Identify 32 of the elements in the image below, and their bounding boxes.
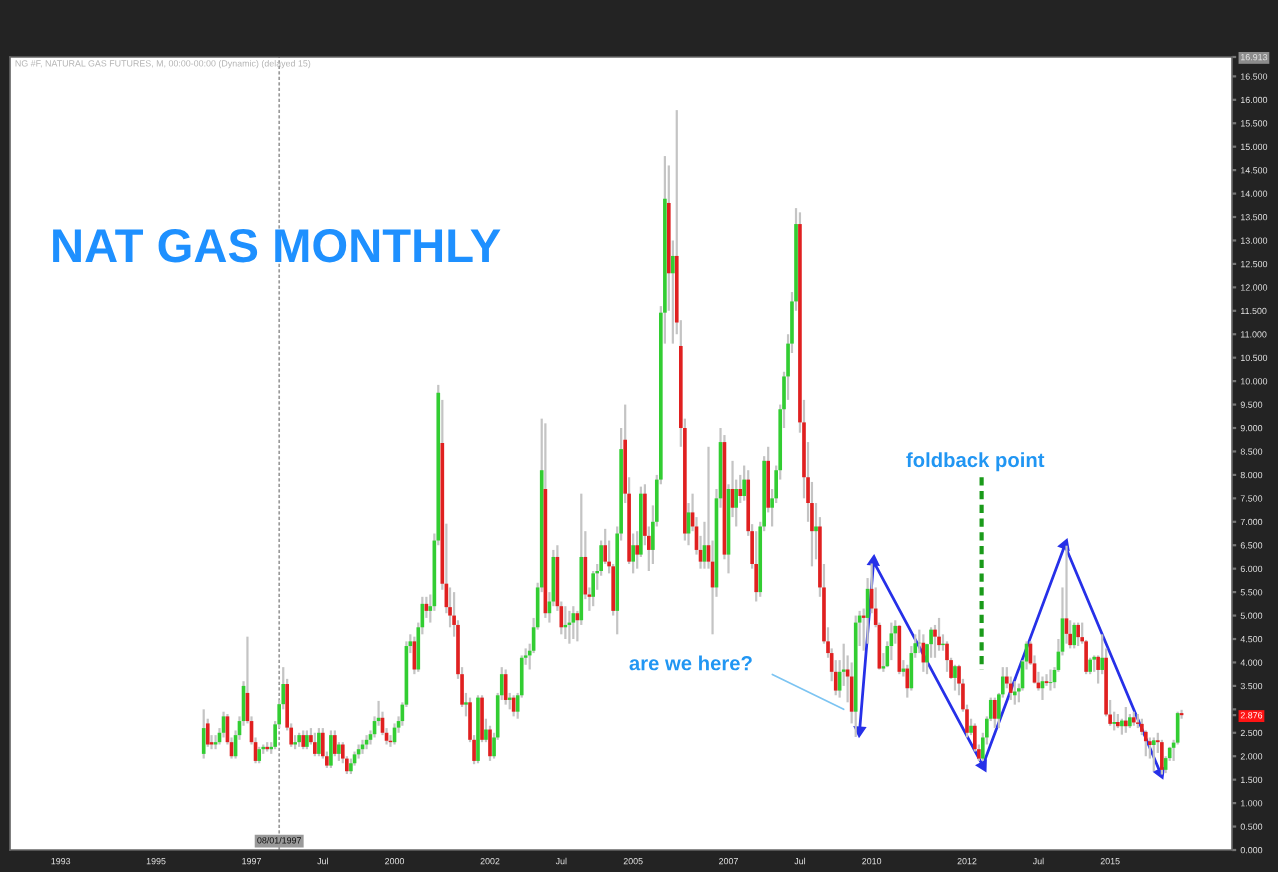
- candlestick: [933, 623, 937, 659]
- candlestick: [1048, 668, 1053, 692]
- candlestick: [945, 640, 949, 673]
- candlestick: [973, 722, 977, 753]
- text: NAT GAS MONTHLY: [53, 228, 501, 263]
- candlestick: [476, 694, 480, 765]
- candlestick: [488, 724, 492, 763]
- candlestick: [1160, 738, 1164, 776]
- candlestick: [1072, 621, 1077, 650]
- candlestick: [929, 626, 933, 659]
- candlestick: [1008, 675, 1013, 702]
- candlestick: [754, 530, 759, 603]
- candlestick: [1123, 705, 1128, 734]
- candlestick: [591, 569, 596, 608]
- candlestick: [953, 663, 957, 692]
- candlestick: [992, 696, 997, 730]
- candlestick: [305, 729, 309, 751]
- candlestick: [1076, 621, 1080, 648]
- annotation: foldback point: [906, 452, 1045, 472]
- candlestick: [301, 729, 306, 751]
- candlestick: [1151, 736, 1156, 773]
- candlestick: [320, 726, 325, 760]
- candlestick: [201, 708, 206, 760]
- candlestick: [329, 729, 333, 770]
- annotation: are we here?: [629, 655, 752, 671]
- candlestick: [213, 734, 218, 751]
- candlestick: [313, 731, 317, 758]
- candlestick: [571, 605, 576, 641]
- candlestick: [937, 616, 941, 652]
- candlestick: [317, 726, 321, 758]
- point: [976, 759, 987, 772]
- point: [867, 555, 880, 566]
